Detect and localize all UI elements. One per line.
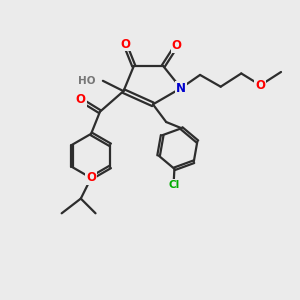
Text: Cl: Cl: [168, 180, 179, 190]
Text: HO: HO: [78, 76, 95, 86]
Text: O: O: [255, 79, 266, 92]
Text: O: O: [172, 39, 182, 52]
Text: O: O: [76, 93, 86, 106]
Text: N: N: [176, 82, 186, 95]
Text: O: O: [120, 38, 130, 50]
Text: O: O: [86, 172, 96, 184]
